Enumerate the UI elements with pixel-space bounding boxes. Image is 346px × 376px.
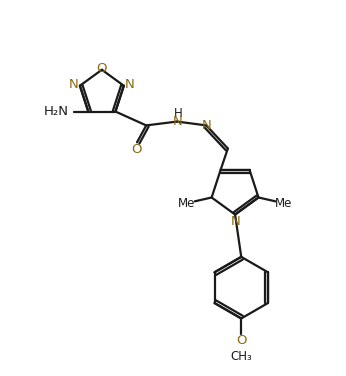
Text: O: O [131, 143, 142, 156]
Text: O: O [236, 334, 246, 347]
Text: N: N [69, 79, 79, 91]
Text: H: H [173, 108, 182, 120]
Text: N: N [173, 115, 183, 128]
Text: Me: Me [275, 197, 293, 210]
Text: CH₃: CH₃ [230, 350, 252, 363]
Text: N: N [125, 79, 135, 91]
Text: H₂N: H₂N [43, 105, 68, 118]
Text: Me: Me [177, 197, 195, 210]
Text: N: N [231, 215, 241, 228]
Text: O: O [97, 62, 107, 76]
Text: N: N [202, 119, 212, 132]
